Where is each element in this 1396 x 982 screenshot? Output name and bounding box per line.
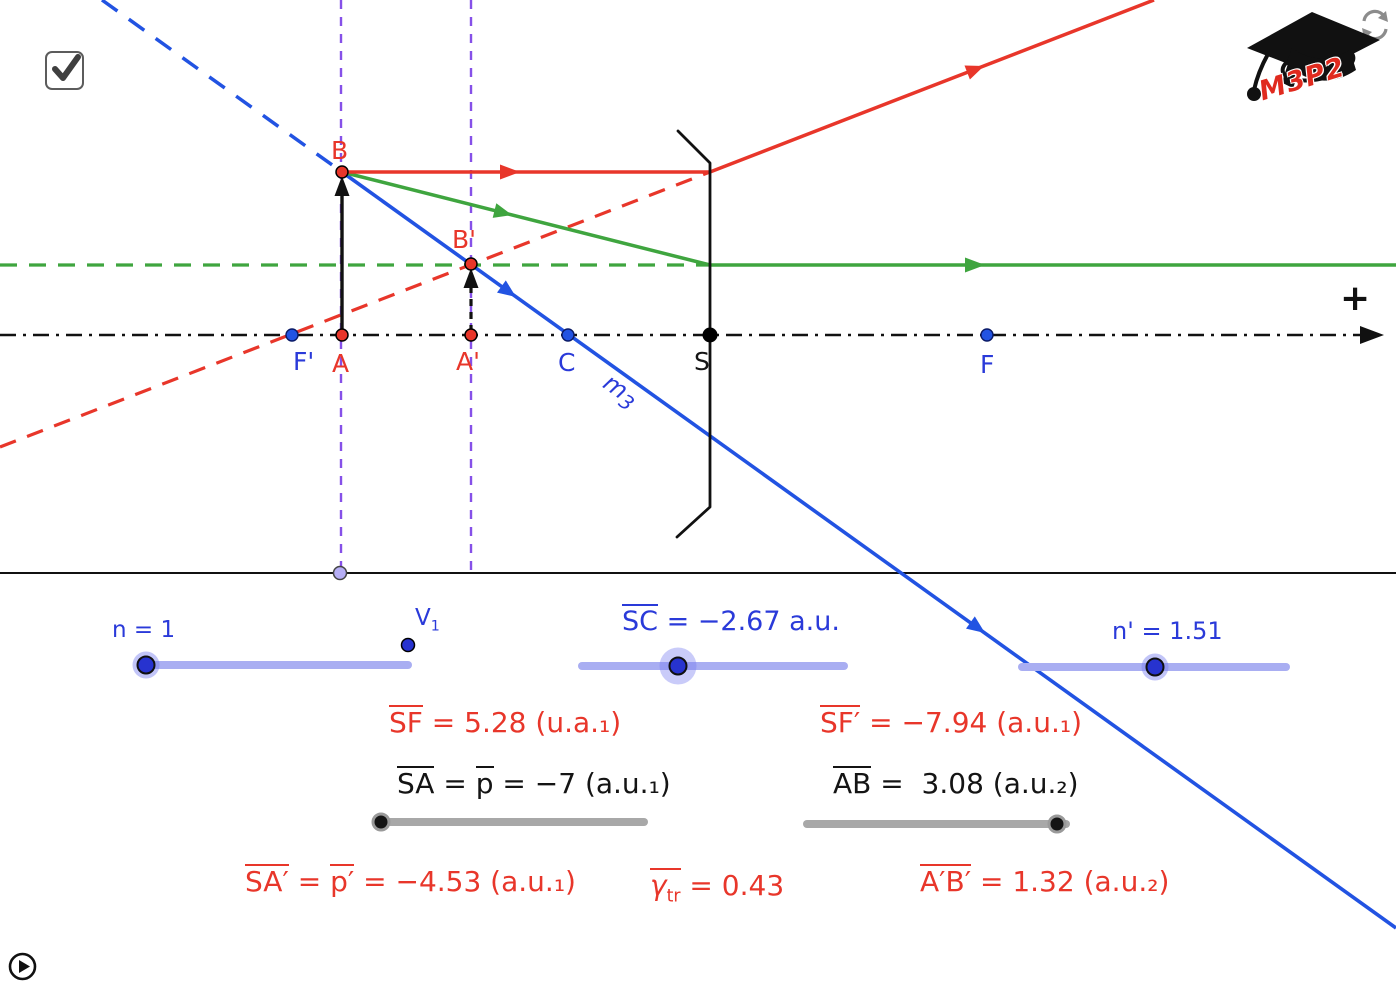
graduation-cap-icon	[1247, 12, 1380, 101]
point-V1[interactable]	[400, 637, 416, 653]
axis-positive-sign: +	[1340, 278, 1371, 319]
slider-sc-label: SC = −2.67 a.u.	[622, 604, 840, 636]
point-F[interactable]	[980, 328, 994, 342]
slider-sc-handle[interactable]	[668, 656, 688, 676]
sa-value: = −7 (a.u.₁)	[493, 767, 671, 800]
label-point-A-prime: A'	[456, 347, 480, 376]
readout-SA-prime: SA′ = p′ = −4.53 (a.u.₁)	[245, 864, 576, 897]
green-ray-arrowhead-1	[492, 203, 512, 218]
red-ray-arrowhead-1	[500, 164, 520, 180]
red-ray-arrowhead-2	[964, 65, 984, 80]
readout-SF-prime: SF′ = −7.94 (a.u.₁)	[820, 705, 1082, 738]
ray-green-incident[interactable]	[341, 170, 711, 267]
ab-value: = 3.08 (a.u.₂)	[871, 767, 1079, 800]
point-A-prime[interactable]	[464, 328, 478, 342]
apbp-value: = 1.32 (a.u.₂)	[971, 865, 1170, 898]
ray-red-refracted[interactable]	[709, 0, 1155, 174]
sap-value: = −4.53 (a.u.₁)	[354, 865, 576, 898]
readout-AB: AB = 3.08 (a.u.₂)	[833, 766, 1079, 799]
gamma-sub: tr	[666, 886, 681, 907]
label-point-F: F	[980, 350, 995, 379]
logo-m3p2: M3P2	[1238, 2, 1396, 112]
sa-bar: SA	[397, 766, 435, 800]
sfp-bar: SF′	[820, 705, 861, 739]
play-button[interactable]	[8, 952, 37, 981]
gamma-bar: γtr	[650, 868, 681, 906]
slider-n-track[interactable]	[143, 661, 412, 669]
point-B-prime[interactable]	[464, 257, 478, 271]
slider-ab-handle[interactable]	[1047, 814, 1067, 834]
readout-ApBp: A′B′ = 1.32 (a.u.₂)	[920, 864, 1169, 897]
readout-SF: SF = 5.28 (u.a.₁)	[389, 705, 621, 738]
sf-bar: SF	[389, 705, 423, 739]
apbp-bar: A′B′	[920, 864, 972, 898]
image-arrowhead	[463, 268, 479, 288]
slider-nprime-handle[interactable]	[1145, 657, 1165, 677]
label-point-A: A	[332, 349, 350, 378]
point-C[interactable]	[561, 328, 575, 342]
slider-nprime-label: n' = 1.51	[1112, 617, 1223, 645]
label-point-B-prime: B'	[452, 225, 477, 254]
ray-blue-dashed-extension[interactable]	[100, 0, 344, 174]
v1-sub: 1	[430, 618, 440, 635]
label-point-S: S	[694, 347, 710, 376]
sc-bar: SC	[622, 604, 658, 637]
sap-bar: SA′	[245, 864, 289, 898]
gamma-symbol: γ	[650, 869, 667, 902]
ray-blue-through-C[interactable]	[340, 170, 1396, 930]
checkmark-icon	[52, 54, 81, 81]
point-slider-anchor[interactable]	[332, 565, 348, 581]
slider-ab-track[interactable]	[803, 820, 1070, 828]
slider-sa-handle[interactable]	[371, 812, 391, 832]
point-S[interactable]	[702, 327, 718, 343]
slider-n-handle[interactable]	[136, 655, 156, 675]
sf-value: = 5.28 (u.a.₁)	[422, 706, 622, 739]
slider-sa-track[interactable]	[378, 818, 648, 826]
sa-p-bar: p	[475, 766, 494, 800]
axis-arrowhead	[1360, 326, 1384, 344]
point-A[interactable]	[335, 328, 349, 342]
point-B[interactable]	[335, 165, 349, 179]
label-point-V1: V1	[415, 606, 440, 635]
point-F-prime[interactable]	[285, 328, 299, 342]
gamma-value: = 0.43	[680, 869, 785, 902]
readout-SA: SA = p = −7 (a.u.₁)	[397, 766, 671, 799]
blue-ray-arrowhead-2	[966, 616, 985, 633]
label-point-C: C	[558, 348, 576, 377]
sfp-value: = −7.94 (a.u.₁)	[860, 706, 1082, 739]
slider-sc-track[interactable]	[578, 662, 848, 670]
play-icon	[8, 952, 37, 981]
sc-value: = −2.67 a.u.	[658, 606, 840, 637]
v1-base: V	[415, 605, 431, 631]
label-point-F-prime: F'	[293, 347, 315, 376]
object-arrowhead	[334, 176, 350, 196]
sap-equals: =	[288, 865, 331, 898]
slider-n-label: n = 1	[112, 617, 176, 643]
blue-ray-arrowhead-1	[497, 280, 516, 297]
show-construction-checkbox[interactable]	[45, 51, 84, 90]
sa-equals: =	[434, 767, 476, 800]
ab-bar: AB	[833, 766, 872, 800]
label-point-B: B	[331, 136, 349, 165]
sap-p-bar: p′	[330, 864, 355, 898]
readout-gamma-tr: γtr = 0.43	[650, 868, 784, 906]
green-ray-arrowhead-2	[965, 257, 985, 273]
ray-red-dashed-extension[interactable]	[0, 170, 711, 449]
